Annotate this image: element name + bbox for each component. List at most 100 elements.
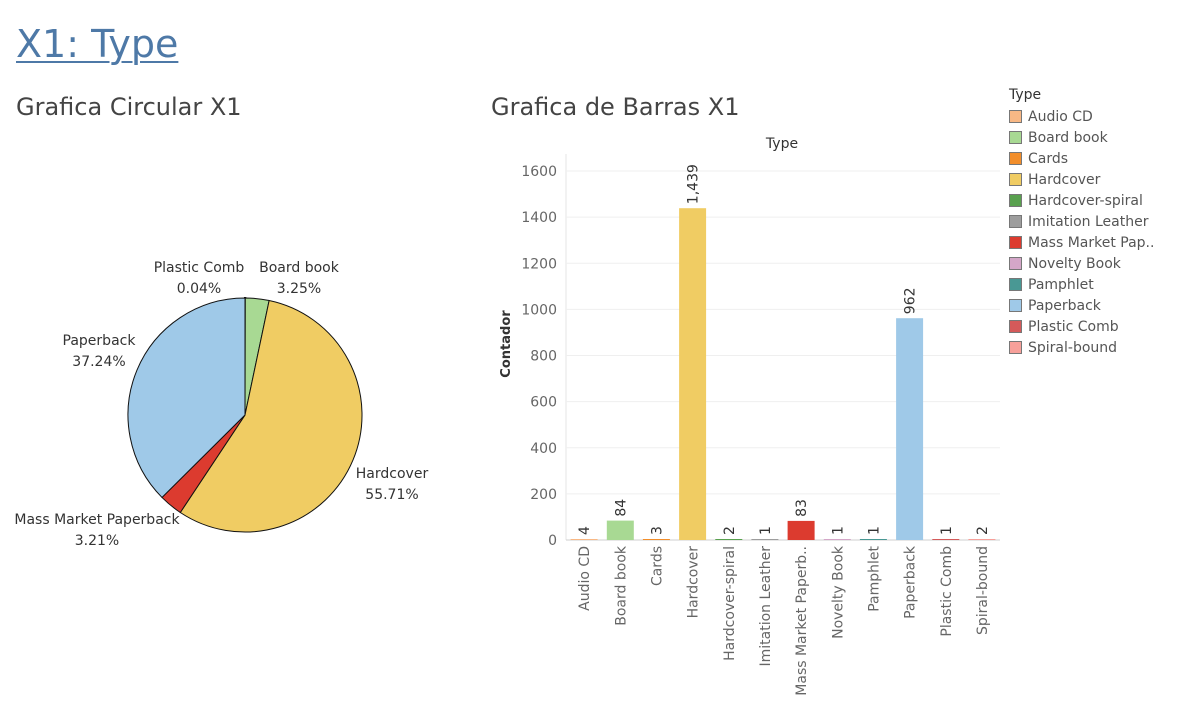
legend-label: Mass Market Pap..: [1028, 234, 1155, 251]
x-tick-label: Novelty Book: [830, 545, 846, 639]
bar-chart-title: Grafica de Barras X1: [491, 93, 740, 121]
legend-item[interactable]: Board book: [1009, 127, 1154, 148]
bar-data-label: 4: [577, 526, 593, 535]
pie-chart[interactable]: Plastic Comb 0.04% Board book 3.25% Paperbac…: [0, 250, 470, 560]
legend-label: Novelty Book: [1028, 255, 1121, 272]
bar[interactable]: [751, 539, 779, 540]
legend-swatch: [1009, 257, 1022, 270]
pie-label-name: Board book: [259, 260, 340, 276]
legend-item[interactable]: Novelty Book: [1009, 253, 1154, 274]
legend-swatch: [1009, 152, 1022, 165]
x-tick-label: Audio CD: [577, 546, 593, 611]
pie-label-percent: 3.21%: [75, 533, 119, 549]
y-tick-label: 600: [530, 395, 557, 411]
legend-label: Plastic Comb: [1028, 318, 1119, 335]
legend-item[interactable]: Audio CD: [1009, 106, 1154, 127]
bar-chart[interactable]: Type Contador 0 200 400 600 800 1000 1200 1400 160…: [490, 130, 1020, 710]
legend-label: Spiral-bound: [1028, 339, 1118, 356]
bar-data-label: 1,439: [686, 164, 702, 204]
bar-data-label: 1: [939, 526, 955, 535]
bar-data-label: 1: [758, 526, 774, 535]
bar-data-label: 1: [830, 526, 846, 535]
bar-data-label: 962: [903, 287, 919, 314]
legend-swatch: [1009, 194, 1022, 207]
legend-swatch: [1009, 299, 1022, 312]
pie-slice[interactable]: [127, 297, 246, 499]
legend-items: Audio CD Board book Cards Hardcover Hardcove…: [1009, 106, 1154, 358]
bar[interactable]: [968, 539, 996, 540]
legend-item[interactable]: Hardcover-spiral: [1009, 190, 1154, 211]
pie-label-name: Mass Market Paperback: [14, 512, 180, 528]
x-tick-label: Hardcover-spiral: [722, 546, 738, 661]
pie-label-percent: 3.25%: [277, 281, 321, 297]
bar[interactable]: [570, 539, 598, 540]
legend-label: Hardcover-spiral: [1028, 192, 1143, 209]
y-tick-label: 1400: [521, 210, 557, 226]
bar[interactable]: [679, 208, 707, 540]
legend-label: Paperback: [1028, 297, 1101, 314]
bar[interactable]: [606, 520, 634, 540]
pie-label-name: Paperback: [63, 333, 137, 349]
x-tick-label: Plastic Comb: [939, 546, 955, 637]
legend-item[interactable]: Spiral-bound: [1009, 337, 1154, 358]
legend-item[interactable]: Mass Market Pap..: [1009, 232, 1154, 253]
bar[interactable]: [932, 539, 960, 540]
legend-swatch: [1009, 278, 1022, 291]
pie-slice[interactable]: [179, 299, 363, 533]
page-title: X1: Type: [16, 22, 179, 66]
bar-column-header: Type: [765, 136, 798, 152]
bar-data-label: 83: [794, 499, 810, 517]
x-tick-label: Imitation Leather: [758, 546, 774, 667]
legend-title: Type: [1009, 87, 1042, 103]
legend-item[interactable]: Imitation Leather: [1009, 211, 1154, 232]
legend: Type Audio CD Board book Cards Hardcover Har…: [1009, 87, 1154, 358]
legend-swatch: [1009, 131, 1022, 144]
bar[interactable]: [642, 539, 670, 540]
bar[interactable]: [896, 318, 924, 540]
bar[interactable]: [859, 539, 887, 540]
x-tick-label: Hardcover: [686, 546, 702, 619]
bar-data-label: 2: [975, 526, 991, 535]
y-tick-label: 1000: [521, 302, 557, 318]
pie-label-percent: 0.04%: [177, 281, 221, 297]
y-tick-label: 200: [530, 487, 557, 503]
legend-swatch: [1009, 236, 1022, 249]
pie-label-name: Hardcover: [356, 466, 429, 482]
legend-item[interactable]: Plastic Comb: [1009, 316, 1154, 337]
pie-label-percent: 55.71%: [365, 487, 418, 503]
bar-data-label: 84: [613, 499, 629, 517]
legend-label: Imitation Leather: [1028, 213, 1149, 230]
y-tick-label: 1200: [521, 256, 557, 272]
legend-label: Hardcover: [1028, 171, 1101, 188]
x-tick-label: Cards: [649, 546, 665, 586]
x-tick-label: Pamphlet: [866, 546, 882, 612]
bar[interactable]: [823, 539, 851, 540]
pie-label-name: Plastic Comb: [154, 260, 245, 276]
legend-swatch: [1009, 110, 1022, 123]
bar[interactable]: [715, 539, 743, 540]
bar-data-label: 3: [649, 526, 665, 535]
bar-data-label: 1: [866, 526, 882, 535]
y-tick-label: 0: [548, 533, 557, 549]
x-tick-label: Board book: [613, 545, 629, 626]
legend-item[interactable]: Hardcover: [1009, 169, 1154, 190]
x-tick-label: Paperback: [903, 545, 919, 619]
y-tick-label: 1600: [521, 164, 557, 180]
y-tick-label: 800: [530, 349, 557, 365]
legend-swatch: [1009, 320, 1022, 333]
legend-swatch: [1009, 341, 1022, 354]
x-tick-label: Spiral-bound: [975, 546, 991, 635]
legend-label: Cards: [1028, 150, 1069, 167]
legend-item[interactable]: Pamphlet: [1009, 274, 1154, 295]
pie-label-percent: 37.24%: [72, 354, 125, 370]
pie-chart-title: Grafica Circular X1: [16, 93, 242, 121]
bar[interactable]: [787, 520, 815, 540]
legend-label: Audio CD: [1028, 108, 1093, 125]
x-tick-label: Mass Market Paperb..: [794, 546, 810, 696]
legend-label: Board book: [1028, 129, 1108, 146]
legend-item[interactable]: Cards: [1009, 148, 1154, 169]
y-tick-label: 400: [530, 441, 557, 457]
bar-data-label: 2: [722, 526, 738, 535]
legend-swatch: [1009, 215, 1022, 228]
legend-item[interactable]: Paperback: [1009, 295, 1154, 316]
